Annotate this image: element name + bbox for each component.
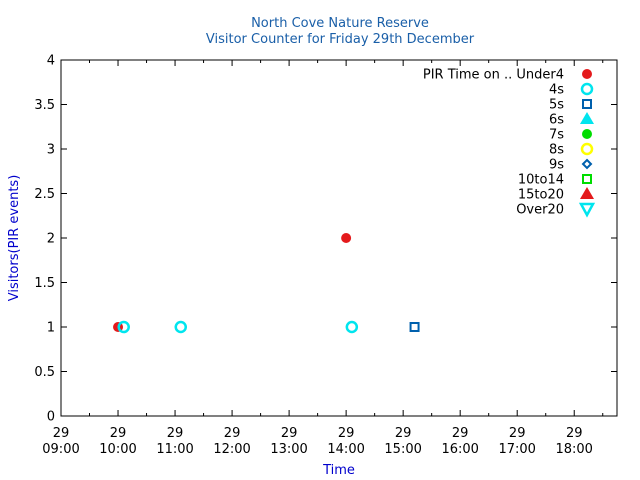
x-tick-label-day: 29: [53, 426, 70, 441]
legend-entry-label: 15to20: [518, 188, 564, 203]
y-tick-label: 3: [47, 143, 55, 158]
x-tick-label-time: 10:00: [99, 442, 136, 457]
chart-subtitle: Visitor Counter for Friday 29th December: [206, 32, 475, 47]
legend-entry-label: 10to14: [518, 173, 564, 188]
legend: PIR Time on .. Under44s5s6s7s8s9s10to141…: [423, 68, 596, 218]
legend-entry-label: 4s: [549, 83, 564, 98]
x-tick-label-time: 09:00: [42, 442, 79, 457]
data-point: [409, 322, 420, 332]
y-axis-label: Visitors(PIR events): [7, 175, 22, 302]
y-tick-label: 2.5: [34, 187, 55, 202]
chart-title: North Cove Nature Reserve: [251, 16, 429, 31]
y-tick-label: 2: [47, 232, 55, 247]
y-tick-label: 1.5: [34, 276, 55, 291]
x-tick-label-day: 29: [452, 426, 469, 441]
legend-marker: [581, 158, 593, 170]
y-tick-label: 0: [47, 410, 55, 425]
legend-marker: [580, 187, 594, 199]
legend-entry-label: 8s: [549, 143, 564, 158]
legend-entry-label: 5s: [549, 98, 564, 113]
x-tick-label-day: 29: [566, 426, 583, 441]
legend-entry-label: Over20: [516, 203, 564, 218]
legend-entry-label: 7s: [549, 128, 564, 143]
legend-marker: [582, 129, 592, 139]
legend-marker: [580, 112, 594, 124]
legend-marker: [580, 142, 594, 156]
legend-entry-label: 6s: [549, 113, 564, 128]
x-tick-label-time: 11:00: [156, 442, 193, 457]
x-tick-label-time: 16:00: [441, 442, 478, 457]
x-tick-label-day: 29: [224, 426, 241, 441]
data-point: [341, 233, 352, 243]
y-tick-label: 3.5: [34, 98, 55, 113]
x-axis-label: Time: [322, 463, 355, 478]
x-tick-label-day: 29: [338, 426, 355, 441]
legend-marker: [582, 99, 592, 109]
x-tick-label-time: 15:00: [384, 442, 421, 457]
y-tick-label: 0.5: [34, 365, 55, 380]
legend-marker: [580, 82, 594, 96]
x-tick-label-time: 13:00: [270, 442, 307, 457]
data-point: [345, 320, 359, 334]
data-point: [117, 320, 130, 334]
x-tick-label-time: 18:00: [555, 442, 592, 457]
x-tick-label-time: 14:00: [327, 442, 364, 457]
x-tick-label-time: 17:00: [498, 442, 535, 457]
x-tick-label-day: 29: [509, 426, 526, 441]
legend-marker: [578, 202, 596, 218]
x-tick-label-time: 12:00: [213, 442, 250, 457]
legend-marker: [582, 174, 592, 184]
y-tick-label: 4: [47, 54, 55, 69]
axes: 00.511.522.533.542909:002910:002911:0029…: [34, 54, 617, 457]
legend-marker: [582, 69, 592, 79]
data-point: [174, 320, 188, 334]
x-tick-label-day: 29: [395, 426, 412, 441]
y-tick-label: 1: [47, 321, 55, 336]
x-tick-label-day: 29: [110, 426, 127, 441]
x-tick-label-day: 29: [281, 426, 298, 441]
data-points: [113, 233, 420, 334]
plot-area: [60, 59, 618, 417]
legend-entry-label: 9s: [549, 158, 564, 173]
legend-entry-label: PIR Time on .. Under4: [423, 68, 564, 83]
x-tick-label-day: 29: [167, 426, 184, 441]
